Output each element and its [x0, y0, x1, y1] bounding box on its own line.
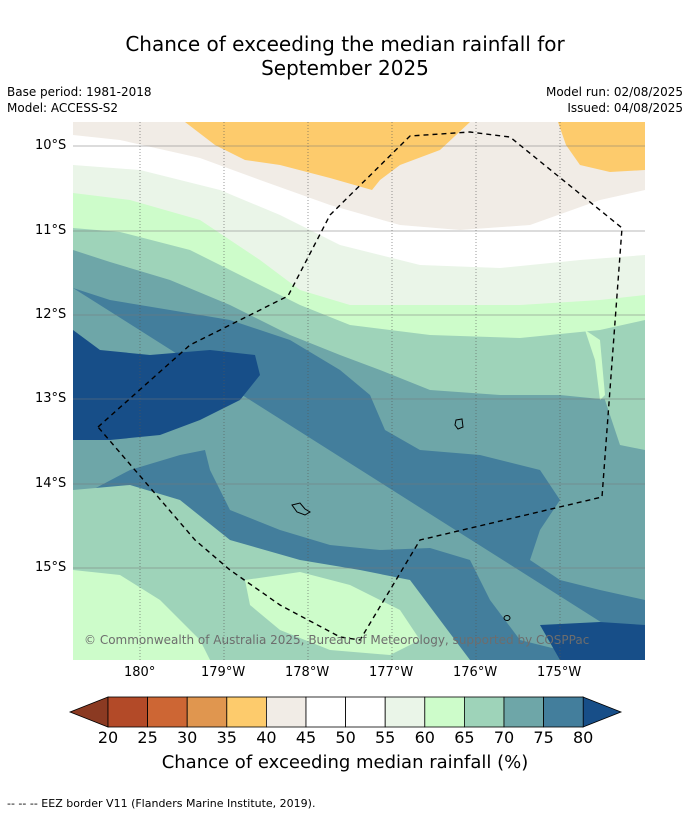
- model-text: Model: ACCESS-S2: [7, 101, 119, 115]
- band-65-70-south: [245, 572, 420, 655]
- map-title-line2: September 2025: [261, 56, 429, 80]
- colorbar-box: [503, 696, 544, 728]
- colorbar-box: [384, 696, 426, 728]
- colorbar-tick-label: 25: [137, 728, 158, 747]
- colorbar-tick-label: 55: [375, 728, 396, 747]
- band-35-40-northeast: [558, 122, 645, 172]
- colorbar-tick-label: 40: [256, 728, 277, 747]
- model-run-text: Model run: 02/08/2025: [545, 85, 683, 99]
- colorbar-box: [463, 696, 505, 728]
- colorbar-boxes: [107, 696, 584, 728]
- colorbar-tick-label: 30: [177, 728, 198, 747]
- band-65-70-east: [585, 330, 605, 400]
- colorbar-tick-label: 20: [97, 728, 119, 747]
- island-wallis: [454, 418, 464, 430]
- island-futuna: [291, 502, 311, 516]
- colorbar-box: [424, 696, 465, 728]
- colorbar: [68, 696, 623, 728]
- lat-tick-11s: 11°S: [35, 223, 67, 238]
- lon-tick-175w: 175°W: [537, 665, 582, 680]
- colorbar-high-arrow: [582, 696, 623, 728]
- band-65-70-southwest: [73, 570, 210, 660]
- colorbar-box: [107, 696, 148, 728]
- colorbar-box: [345, 696, 386, 728]
- band-max-southeast: [540, 622, 645, 660]
- lat-tick-12s: 12°S: [35, 307, 67, 322]
- graticule-lat: [73, 145, 645, 569]
- lat-tick-15s: 15°S: [35, 560, 67, 575]
- colorbar-tick-label: 50: [335, 728, 356, 747]
- colorbar-box: [186, 696, 228, 728]
- colorbar-box: [147, 696, 188, 728]
- band-70-75-east: [600, 320, 645, 450]
- colorbar-tick-label: 65: [454, 728, 475, 747]
- colorbar-low-arrow: [68, 696, 109, 728]
- lat-tick-13s: 13°S: [35, 391, 67, 406]
- colorbar-tick-label: 35: [216, 728, 237, 747]
- lon-tick-180: 180°: [124, 665, 156, 680]
- band-max-west: [73, 330, 260, 440]
- map-title-line1: Chance of exceeding the median rainfall …: [125, 32, 565, 56]
- lon-tick-177w: 177°W: [369, 665, 414, 680]
- colorbar-box: [543, 696, 584, 728]
- island-small: [503, 615, 511, 621]
- probability-contours: [73, 122, 645, 660]
- colorbar-tick-label: 60: [414, 728, 435, 747]
- colorbar-tick-label: 75: [533, 728, 554, 747]
- band-35-40-north: [185, 122, 470, 190]
- lon-tick-178w: 178°W: [285, 665, 330, 680]
- eez-footnote: -- -- -- EEZ border V11 (Flanders Marine…: [7, 797, 316, 810]
- colorbar-box: [305, 696, 346, 728]
- colorbar-tick-label: 80: [573, 728, 594, 747]
- issued-text: Issued: 04/08/2025: [567, 101, 683, 115]
- base-period-text: Base period: 1981-2018: [7, 85, 152, 99]
- colorbar-box: [226, 696, 267, 728]
- colorbar-title: Chance of exceeding median rainfall (%): [161, 752, 529, 773]
- lon-tick-179w: 179°W: [201, 665, 246, 680]
- credit-text: © Commonwealth of Australia 2025, Bureau…: [84, 633, 590, 647]
- lat-tick-10s: 10°S: [35, 138, 67, 153]
- colorbar-box: [265, 696, 307, 728]
- colorbar-tick-label: 70: [493, 728, 515, 747]
- colorbar-tick-label: 45: [295, 728, 317, 747]
- lat-tick-14s: 14°S: [35, 476, 67, 491]
- lon-tick-176w: 176°W: [453, 665, 498, 680]
